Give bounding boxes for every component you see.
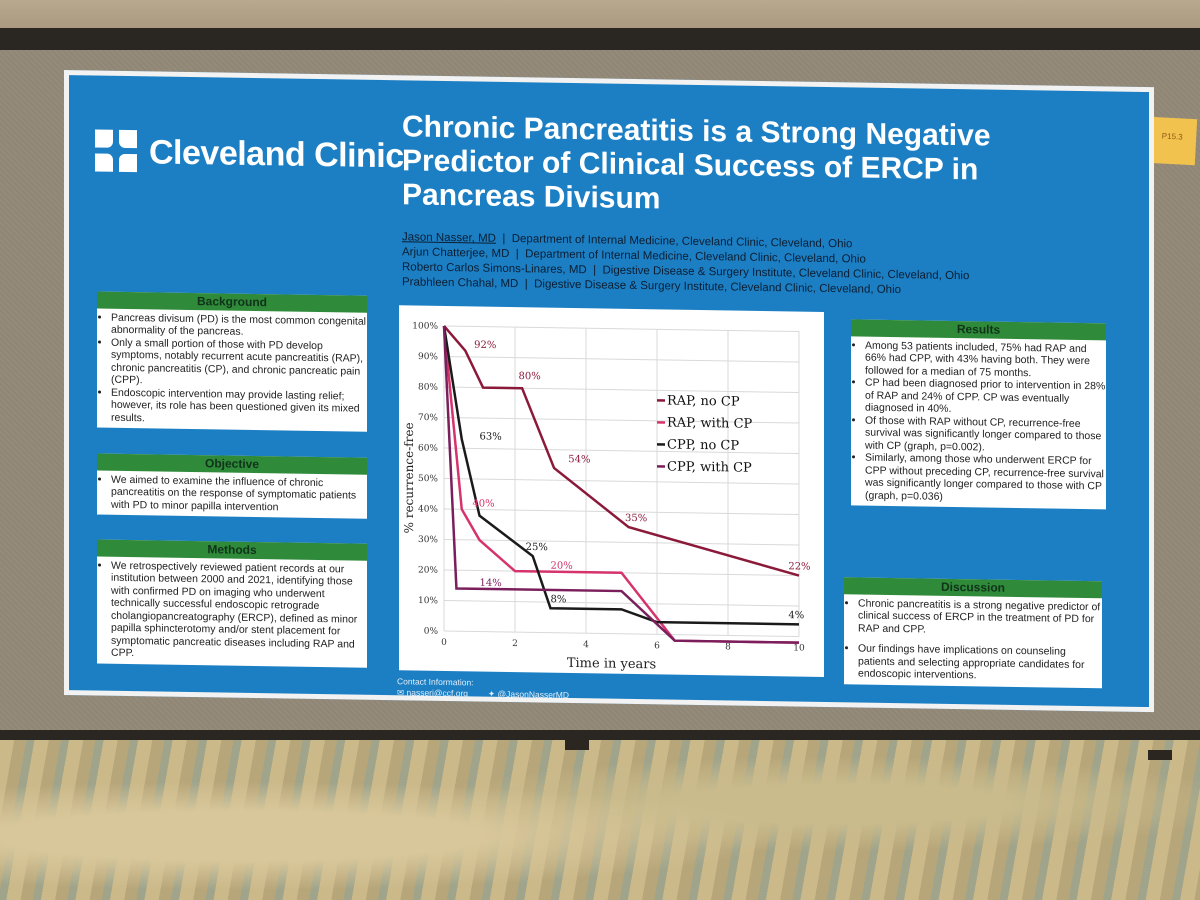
gridline [444,599,799,607]
data-label: 63% [480,431,502,442]
data-label: 40% [472,498,494,509]
x-axis-label: Time in years [567,656,656,672]
poster: Cleveland Clinic Chronic Pancreatitis is… [64,70,1154,713]
y-tick-label: 0% [424,627,439,637]
twitter-handle: ✦ @JasonNasserMD [488,688,569,700]
logo-text: Cleveland Clinic [149,132,404,175]
series-line [442,325,799,644]
data-label: 92% [474,340,496,351]
series-line [442,325,799,644]
section-header: Objective [97,453,367,475]
y-axis-label: % recurrence-free [402,422,416,533]
chart-svg: 0% 10% 20% 30% 40% 50% 60% 70% 80% 90% 100% 0 2 4 6 8 10… [402,321,811,672]
data-label: 4% [788,610,804,621]
legend-label: CPP, with CP [667,459,752,475]
carpet-floor [0,740,1200,900]
list-item: Of those with RAP without CP, recurrence… [865,414,1106,455]
gridline [444,447,799,455]
list-item: CP had been diagnosed prior to intervent… [865,377,1106,418]
list-item: Chronic pancreatitis is a strong negativ… [858,597,1102,638]
background-section: Background Pancreas divisum (PD) is the … [97,291,367,432]
data-label: 20% [551,561,573,572]
cleveland-clinic-logo: Cleveland Clinic [95,129,404,178]
list-item: We aimed to examine the influence of chr… [111,473,367,515]
legend-label: RAP, no CP [667,393,740,409]
data-label: 54% [568,454,590,465]
y-tick-label: 10% [418,596,438,606]
x-tick-label: 0 [441,638,447,648]
objective-section: Objective We aimed to examine the influe… [97,453,367,519]
data-label: 14% [480,578,502,589]
y-tick-label: 40% [418,505,438,515]
board-foot [565,740,589,750]
sticky-note: P15.3 [1146,116,1198,166]
data-label: 80% [519,371,541,382]
gridline [444,355,799,363]
y-tick-label: 20% [418,566,438,576]
gridline [444,416,799,424]
y-tick-label: 90% [418,352,438,362]
data-label: 25% [526,542,548,553]
y-tick-label: 70% [418,413,438,423]
board-foot [1148,750,1172,760]
sticky-note-text: P15.3 [1161,131,1183,142]
series-line [443,325,800,577]
y-tick-label: 100% [412,321,438,331]
discussion-section: Discussion Chronic pancreatitis is a str… [844,577,1102,688]
x-tick-label: 10 [793,643,805,653]
section-header: Methods [97,539,367,561]
gridline [444,538,799,546]
y-tick-label: 60% [418,444,438,454]
x-tick-label: 4 [583,640,589,650]
clinic-logo-icon [95,129,139,174]
list-item: Similarly, among those who underwent ERC… [865,452,1106,506]
legend-label: RAP, with CP [667,415,753,431]
email-text: ✉ nasserj@ccf.org [397,687,469,699]
x-tick-label: 6 [654,641,660,651]
data-label: 8% [551,594,567,605]
list-item: Only a small portion of those with PD de… [111,336,367,390]
gridline [444,508,799,516]
list-item: Endoscopic intervention may provide last… [111,386,367,428]
x-tick-label: 8 [725,642,731,652]
section-header: Results [851,319,1106,340]
y-tick-label: 30% [418,535,438,545]
section-header: Background [97,291,367,313]
methods-section: Methods We retrospectively reviewed pati… [97,539,367,668]
gridline [444,325,799,333]
poster-title: Chronic Pancreatitis is a Strong Negativ… [402,110,991,216]
legend-label: CPP, no CP [667,437,739,453]
list-item: Pancreas divisum (PD) is the most common… [111,311,367,340]
gridline [444,477,799,485]
list-item: Among 53 patients included, 75% had RAP … [865,339,1106,380]
survival-chart: 0% 10% 20% 30% 40% 50% 60% 70% 80% 90% 100% 0 2 4 6 8 10… [399,305,824,677]
x-tick-label: 2 [512,639,518,649]
data-label: 35% [625,513,647,524]
author-list: Jason Nasser, MD | Department of Interna… [402,230,1042,300]
section-header: Discussion [844,577,1102,598]
list-item: We retrospectively reviewed patient reco… [111,559,367,663]
results-section: Results Among 53 patients included, 75% … [851,319,1106,510]
contact-info: Contact Information: ✉ nasserj@ccf.org ✦… [397,676,569,701]
y-tick-label: 50% [418,474,438,484]
gridline [444,630,799,638]
y-tick-label: 80% [418,383,438,393]
list-item: Our findings have implications on counse… [858,642,1102,683]
data-label: 22% [788,561,810,572]
